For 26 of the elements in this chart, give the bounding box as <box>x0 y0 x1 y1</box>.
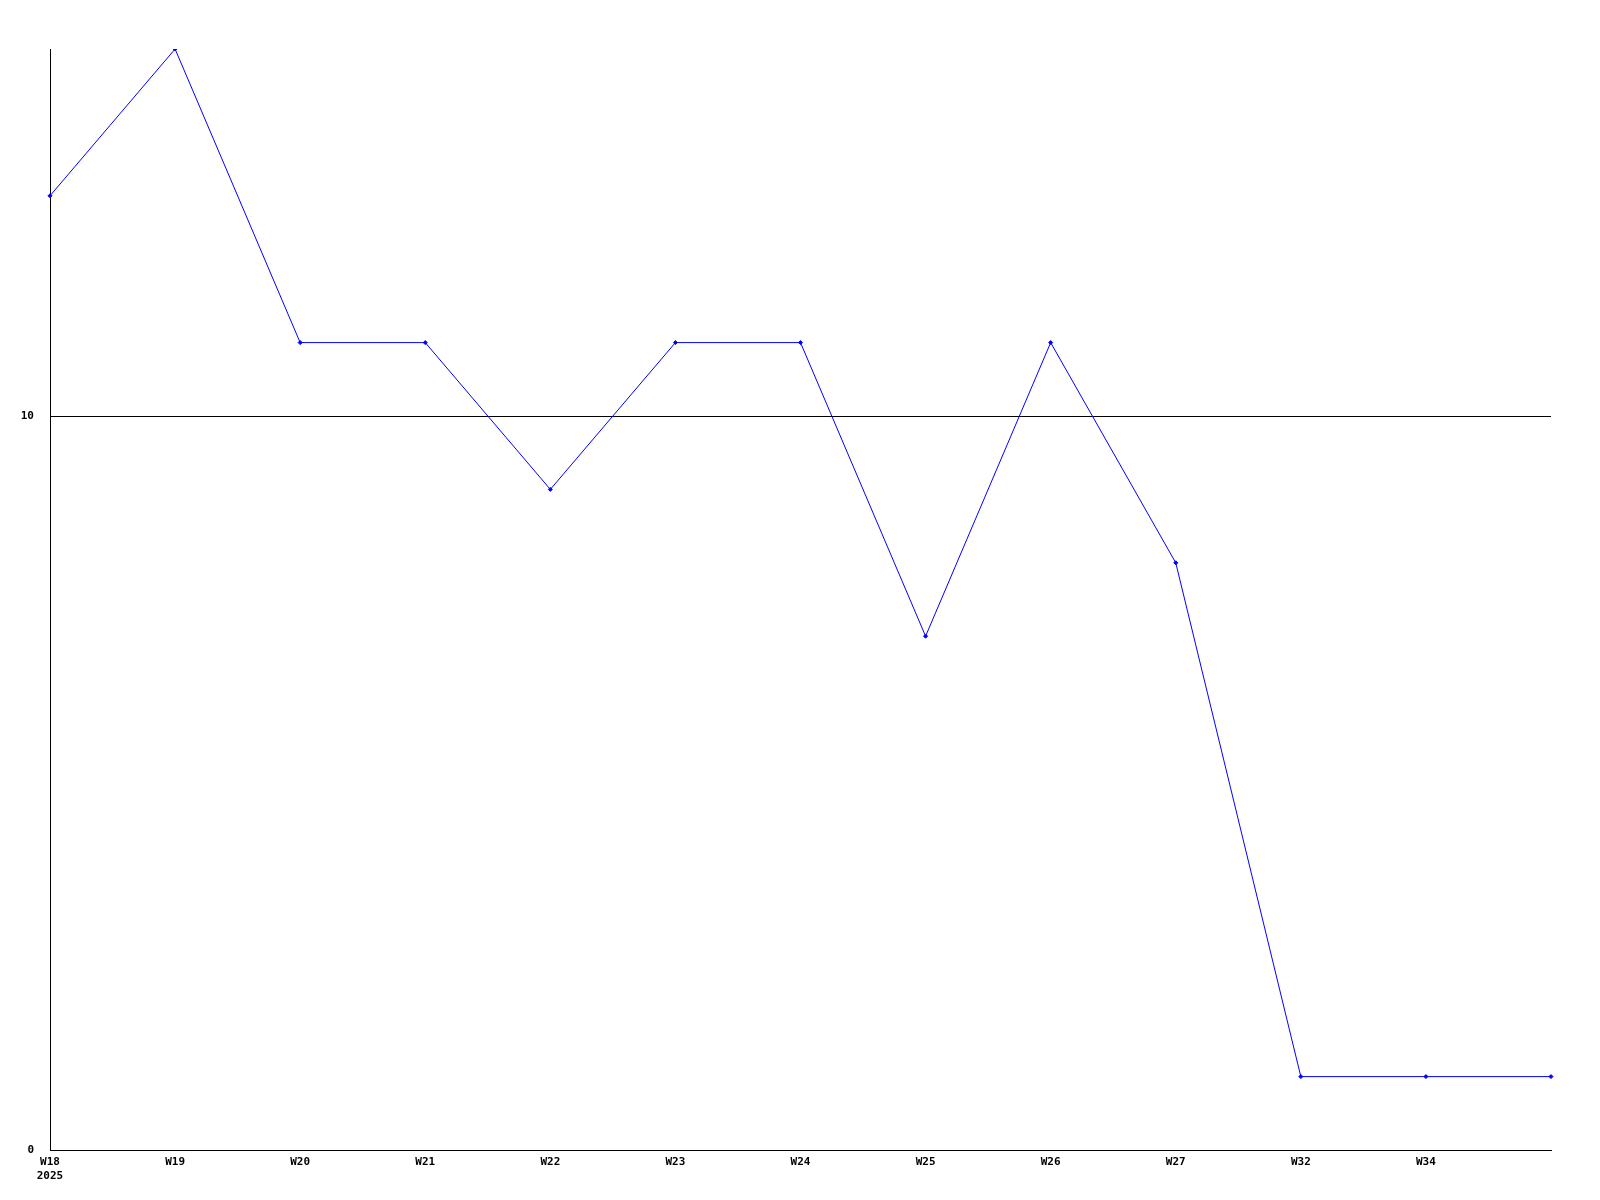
x-tick-label: W26 <box>1040 1155 1061 1169</box>
x-tick-label: W25 <box>915 1155 936 1169</box>
point <box>1048 340 1054 346</box>
x-tick-label: W27 <box>1165 1155 1186 1169</box>
x-tick-label: W32 <box>1290 1155 1311 1169</box>
point <box>422 340 428 346</box>
y-tick-label: 0 <box>27 1142 34 1156</box>
point <box>547 486 553 492</box>
x-tick-label: W20 <box>290 1155 311 1169</box>
point <box>297 340 303 346</box>
point <box>47 193 53 199</box>
point <box>1423 1074 1429 1080</box>
x-tick-label: W34 <box>1415 1155 1437 1169</box>
point <box>672 340 678 346</box>
x-tick-label: W24 <box>790 1155 811 1169</box>
point <box>1173 560 1179 566</box>
point <box>1548 1074 1554 1080</box>
point <box>1298 1074 1304 1080</box>
x-tick-label: W19 <box>165 1155 186 1169</box>
point <box>798 340 803 346</box>
x-tick-label: W23 <box>665 1155 686 1169</box>
y-tick-label: 10 <box>20 408 34 422</box>
point <box>923 633 929 639</box>
x-tick-label: W18 2025 <box>36 1155 64 1182</box>
x-tick-label: W21 <box>415 1155 436 1169</box>
x-tick-label: W22 <box>540 1155 561 1169</box>
